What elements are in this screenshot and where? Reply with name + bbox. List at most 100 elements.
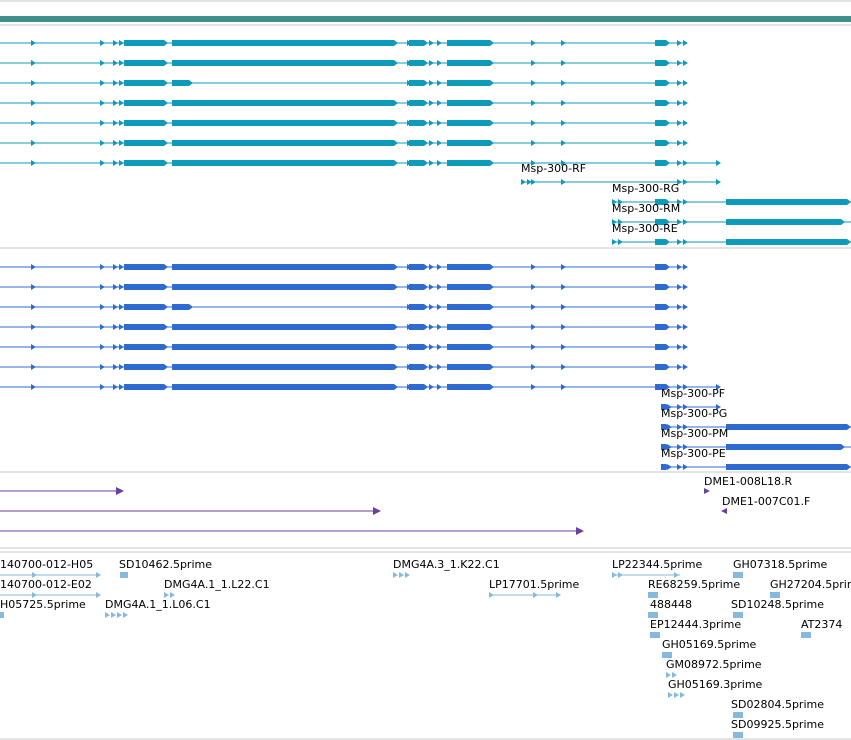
protein-label[interactable]: Msp-300-PF xyxy=(661,387,725,400)
est-label[interactable]: GH27204.5prime xyxy=(770,578,851,591)
est-label[interactable]: RE68259.5prime xyxy=(648,578,740,591)
transcript-model[interactable] xyxy=(0,60,688,66)
strand-arrow-icon xyxy=(677,219,682,225)
strand-arrow-icon xyxy=(612,239,617,245)
protein-model[interactable] xyxy=(0,324,688,330)
est-label[interactable]: GH07318.5prime xyxy=(733,558,828,571)
protein-model[interactable] xyxy=(0,364,688,370)
est-feature[interactable] xyxy=(733,612,743,618)
est-label[interactable]: GM08972.5prime xyxy=(666,658,762,671)
strand-arrow-icon xyxy=(618,219,623,225)
exon-block xyxy=(409,160,428,166)
est-label[interactable]: SD10248.5prime xyxy=(731,598,824,611)
transcript-label[interactable]: Msp-300-RF xyxy=(521,162,586,175)
strand-arrow-icon xyxy=(612,219,617,225)
est-label[interactable]: AT2374 xyxy=(801,618,842,631)
est-feature[interactable] xyxy=(662,652,672,658)
est-feature[interactable] xyxy=(120,572,128,578)
exon-block xyxy=(447,364,494,370)
protein-model[interactable] xyxy=(0,284,688,290)
exon-block xyxy=(172,324,398,330)
est-label[interactable]: 140700-012-E02 xyxy=(0,578,92,591)
protein-label[interactable]: Msp-300-PE xyxy=(661,447,726,460)
est-label[interactable]: EP12444.3prime xyxy=(650,618,741,631)
strand-arrow-icon xyxy=(683,464,688,470)
protein-model[interactable] xyxy=(0,344,688,350)
protein-label[interactable]: Msp-300-PM xyxy=(661,427,728,440)
strand-arrow-icon xyxy=(531,324,536,330)
exon-block xyxy=(409,80,428,86)
exon-block xyxy=(409,384,428,390)
est-feature[interactable] xyxy=(0,612,4,618)
est-label[interactable]: GH05169.5prime xyxy=(662,638,757,651)
est-label[interactable]: LP22344.5prime xyxy=(612,558,703,571)
exon-block xyxy=(124,344,168,350)
strand-arrow-icon xyxy=(683,424,688,430)
bac-end-label[interactable]: DME1-007C01.F xyxy=(722,495,810,508)
est-feature[interactable] xyxy=(733,712,743,718)
exon-block xyxy=(172,40,398,46)
transcript-model[interactable] xyxy=(612,219,851,225)
est-label[interactable]: SD09925.5prime xyxy=(731,718,824,731)
strand-arrow-icon xyxy=(31,344,36,350)
est-feature[interactable] xyxy=(648,612,658,618)
est-feature[interactable] xyxy=(770,592,780,598)
exon-block xyxy=(655,324,670,330)
transcript-model[interactable] xyxy=(612,239,851,245)
transcript-model[interactable] xyxy=(0,40,688,46)
transcript-model[interactable] xyxy=(0,160,721,166)
protein-model[interactable] xyxy=(661,444,851,450)
protein-model[interactable] xyxy=(661,424,851,430)
exon-block xyxy=(172,100,398,106)
strand-arrow-icon xyxy=(677,304,682,310)
est-feature[interactable] xyxy=(648,592,658,598)
est-label[interactable]: 488448 xyxy=(650,598,692,611)
strand-arrow-icon xyxy=(429,120,434,126)
strand-arrow-icon xyxy=(561,344,566,350)
exon-block xyxy=(655,239,670,245)
transcript-model[interactable] xyxy=(612,199,851,205)
strand-arrow-icon xyxy=(561,100,566,106)
est-label[interactable]: SD02804.5prime xyxy=(731,698,824,711)
transcript-model[interactable] xyxy=(0,80,688,86)
protein-model[interactable] xyxy=(0,264,688,270)
protein-track: Msp-300-PF Msp-300-PG Msp-300-PM Msp-300-PE xyxy=(0,264,851,470)
protein-label[interactable]: Msp-300-PG xyxy=(661,407,727,420)
strand-arrow-icon xyxy=(119,304,124,310)
strand-arrow-icon xyxy=(677,364,682,370)
est-label[interactable]: H05725.5prime xyxy=(0,598,86,611)
protein-model[interactable] xyxy=(661,404,721,410)
est-label[interactable]: 140700-012-H05 xyxy=(0,558,93,571)
transcript-model[interactable] xyxy=(0,100,688,106)
transcript-label[interactable]: Msp-300-RM xyxy=(612,202,680,215)
exon-block xyxy=(447,304,494,310)
est-feature[interactable] xyxy=(801,632,811,638)
exon-block xyxy=(655,120,670,126)
exon-block xyxy=(655,160,670,166)
exon-block xyxy=(409,140,428,146)
strand-arrow-icon xyxy=(437,384,442,390)
transcript-model[interactable] xyxy=(0,140,688,146)
est-label[interactable]: DMG4A.1_1.L22.C1 xyxy=(164,578,270,591)
strand-arrow-icon xyxy=(437,60,442,66)
est-label[interactable]: DMG4A.1_1.L06.C1 xyxy=(105,598,211,611)
est-label[interactable]: GH05169.3prime xyxy=(668,678,763,691)
strand-arrow-icon xyxy=(100,120,105,126)
est-feature[interactable] xyxy=(650,632,660,638)
est-feature[interactable] xyxy=(733,732,743,738)
transcript-label[interactable]: Msp-300-RE xyxy=(612,222,678,235)
est-label[interactable]: LP17701.5prime xyxy=(489,578,580,591)
protein-model[interactable] xyxy=(0,384,721,390)
bac-end-arrow-icon xyxy=(116,487,124,495)
transcript-model[interactable] xyxy=(0,120,688,126)
transcript-label[interactable]: Msp-300-RG xyxy=(612,182,679,195)
transcript-model[interactable] xyxy=(521,179,721,185)
exon-block xyxy=(726,444,845,450)
est-feature[interactable] xyxy=(733,572,743,578)
bac-end-label[interactable]: DME1-008L18.R xyxy=(704,475,792,488)
protein-model[interactable] xyxy=(661,464,851,470)
est-label[interactable]: DMG4A.3_1.K22.C1 xyxy=(393,558,500,571)
est-label[interactable]: SD10462.5prime xyxy=(119,558,212,571)
protein-model[interactable] xyxy=(0,304,688,310)
strand-arrow-icon xyxy=(618,239,623,245)
